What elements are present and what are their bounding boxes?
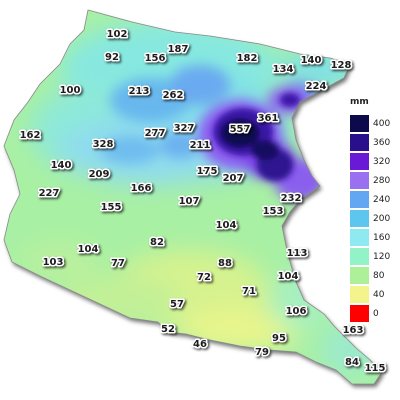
station-label: 207 [223, 173, 244, 184]
station-label: 46 [193, 339, 207, 350]
station-label: 107 [179, 196, 200, 207]
surface-peak [213, 93, 300, 181]
station-label: 103 [43, 257, 64, 268]
station-label: 162 [20, 130, 41, 141]
station-label: 52 [161, 324, 175, 335]
station-label: 328 [93, 139, 114, 150]
station-label: 156 [145, 53, 166, 64]
station-label: 166 [131, 183, 152, 194]
legend-swatch [350, 248, 369, 265]
station-label: 92 [105, 52, 119, 63]
legend-swatch [350, 115, 369, 132]
legend-swatch [350, 210, 369, 227]
station-label: 175 [197, 166, 218, 177]
station-label: 113 [287, 248, 308, 259]
station-label: 106 [286, 306, 307, 317]
station-label: 57 [170, 299, 184, 310]
station-label: 140 [51, 160, 72, 171]
station-label: 140 [301, 55, 322, 66]
station-label: 134 [273, 64, 294, 75]
station-label: 79 [255, 347, 269, 358]
legend-swatch [350, 172, 369, 189]
station-label: 104 [216, 220, 237, 231]
station-label: 163 [343, 325, 364, 336]
legend-swatch [350, 153, 369, 170]
legend-value-label: 360 [373, 138, 390, 148]
station-label: 102 [107, 29, 128, 40]
station-label: 187 [168, 44, 189, 55]
station-label: 100 [60, 85, 81, 96]
station-label: 232 [281, 193, 302, 204]
station-label: 557 [230, 124, 251, 135]
station-label: 211 [190, 140, 211, 151]
station-label: 224 [306, 81, 327, 92]
legend-value-label: 120 [373, 252, 390, 262]
legend-value-label: 0 [373, 309, 379, 319]
station-label: 71 [242, 286, 256, 297]
station-label: 88 [218, 258, 232, 269]
station-label: 155 [101, 202, 122, 213]
legend-swatch [350, 305, 369, 322]
station-label: 115 [365, 363, 386, 374]
legend-value-label: 320 [373, 157, 390, 167]
legend-swatch [350, 286, 369, 303]
legend-swatch [350, 229, 369, 246]
station-label: 227 [39, 188, 60, 199]
legend-value-label: 200 [373, 214, 390, 224]
station-label: 327 [174, 123, 195, 134]
station-label: 95 [272, 333, 286, 344]
legend-unit: mm [350, 97, 369, 107]
station-label: 72 [197, 272, 211, 283]
legend-swatch [350, 134, 369, 151]
station-label: 104 [78, 244, 99, 255]
station-label: 104 [278, 271, 299, 282]
station-label: 84 [345, 357, 359, 368]
station-label: 209 [89, 169, 110, 180]
legend-value-label: 160 [373, 233, 390, 243]
station-label: 182 [237, 53, 258, 64]
legend-swatch [350, 191, 369, 208]
station-label: 277 [145, 128, 166, 139]
station-label: 153 [263, 206, 284, 217]
station-label: 213 [129, 86, 150, 97]
station-label: 361 [258, 113, 279, 124]
legend-value-label: 40 [373, 290, 385, 300]
legend-value-label: 240 [373, 195, 390, 205]
legend-swatch [350, 267, 369, 284]
station-label: 77 [111, 258, 125, 269]
legend-value-label: 400 [373, 119, 390, 129]
legend-value-label: 80 [373, 271, 385, 281]
station-label: 128 [331, 60, 352, 71]
station-label: 82 [150, 237, 164, 248]
legend-value-label: 280 [373, 176, 390, 186]
station-label: 262 [163, 90, 184, 101]
